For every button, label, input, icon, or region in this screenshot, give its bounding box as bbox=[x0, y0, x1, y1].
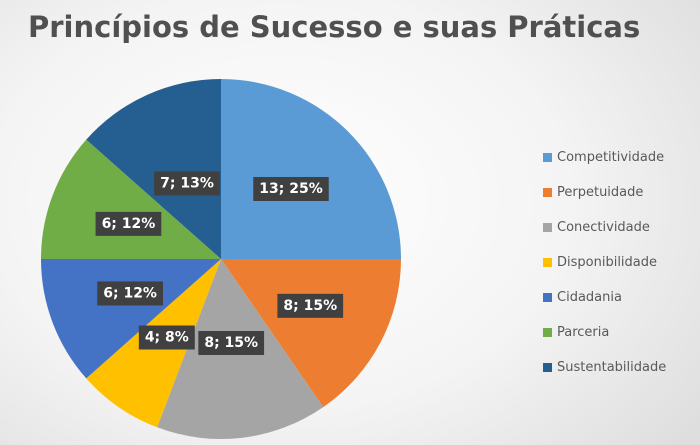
legend-item-perpetuidade: Perpetuidade bbox=[543, 175, 666, 210]
pie-slice-cidadania bbox=[41, 259, 221, 379]
legend-swatch bbox=[543, 293, 552, 302]
legend-item-competitividade: Competitividade bbox=[543, 140, 666, 175]
legend-item-parceria: Parceria bbox=[543, 315, 666, 350]
pie-slice-parceria bbox=[41, 139, 221, 259]
legend-label: Sustentabilidade bbox=[557, 360, 667, 375]
legend-swatch bbox=[543, 153, 552, 162]
data-label-box bbox=[198, 330, 265, 355]
legend-label: Parceria bbox=[557, 325, 610, 340]
legend-label: Cidadania bbox=[557, 290, 622, 305]
data-label-competitividade: 13; 25% bbox=[253, 176, 329, 201]
pie-slice-perpetuidade bbox=[221, 259, 401, 408]
data-label-parceria: 6; 12% bbox=[95, 211, 162, 236]
data-label-text: 6; 12% bbox=[103, 285, 157, 301]
data-label-text: 13; 25% bbox=[259, 181, 322, 197]
legend-swatch bbox=[543, 328, 552, 337]
legend-swatch bbox=[543, 258, 552, 267]
data-label-box bbox=[253, 176, 329, 201]
legend-label: Competitividade bbox=[557, 150, 665, 165]
data-label-box bbox=[95, 211, 162, 236]
data-label-sustentabilidade: 7; 13% bbox=[154, 171, 220, 196]
data-label-box bbox=[97, 281, 163, 306]
data-label-text: 8; 15% bbox=[204, 335, 258, 351]
data-label-box bbox=[138, 325, 195, 350]
legend-label: Conectividade bbox=[557, 220, 650, 235]
data-label-box bbox=[277, 293, 344, 318]
data-label-perpetuidade: 8; 15% bbox=[277, 293, 344, 318]
pie-slice-competitividade bbox=[221, 79, 401, 259]
legend-item-cidadania: Cidadania bbox=[543, 280, 666, 315]
pie-slice-sustentabilidade bbox=[86, 79, 221, 259]
pie-slices bbox=[41, 79, 401, 439]
legend-swatch bbox=[543, 363, 552, 372]
legend-swatch bbox=[543, 188, 552, 197]
legend-swatch bbox=[543, 223, 552, 232]
data-label-cidadania: 6; 12% bbox=[97, 281, 163, 306]
chart-title: Princípios de Sucesso e suas Práticas bbox=[28, 10, 641, 44]
legend-item-disponibilidade: Disponibilidade bbox=[543, 245, 666, 280]
data-label-disponibilidade: 4; 8% bbox=[138, 325, 195, 350]
data-labels: 13; 25% 8; 15% 8; 15% 4; 8% 6; 12% 6; 12% 7; 1… bbox=[95, 171, 344, 355]
legend-item-conectividade: Conectividade bbox=[543, 210, 666, 245]
data-label-text: 7; 13% bbox=[160, 175, 214, 191]
data-label-text: 8; 15% bbox=[283, 298, 337, 314]
data-label-conectividade: 8; 15% bbox=[198, 330, 265, 355]
data-label-text: 4; 8% bbox=[145, 330, 189, 346]
legend-label: Disponibilidade bbox=[557, 255, 658, 270]
legend-label: Perpetuidade bbox=[557, 185, 644, 200]
legend-item-sustentabilidade: Sustentabilidade bbox=[543, 350, 666, 385]
data-label-text: 6; 12% bbox=[102, 216, 156, 232]
legend: Competitividade Perpetuidade Conectividade… bbox=[543, 140, 666, 385]
data-label-box bbox=[154, 171, 220, 196]
